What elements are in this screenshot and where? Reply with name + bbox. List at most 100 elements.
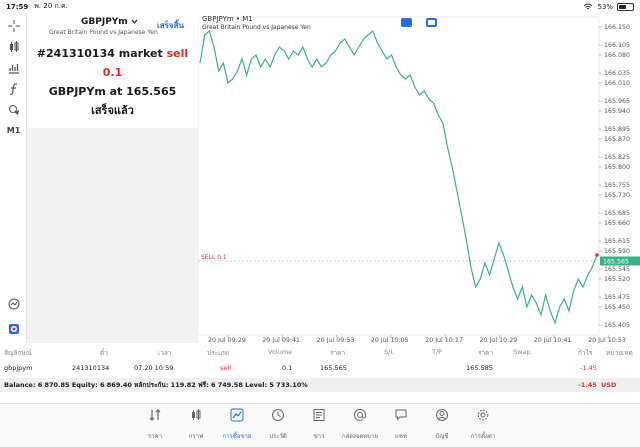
header-ticket: ตั๋ว <box>100 349 108 357</box>
bottom-tab-bar: ราคา กราฟ การซื้อขาย ประวัติ ข่าว กล่องจ… <box>0 403 640 447</box>
row-ticket: 241310134 <box>72 364 110 372</box>
y-tick-label: 165.870 <box>604 136 630 143</box>
plot-frame <box>198 16 600 336</box>
y-tick-label: 165.450 <box>604 304 630 311</box>
status-bar: 17:59 พ. 20 ก.ค. 53% <box>0 0 640 13</box>
wifi-icon <box>584 3 593 9</box>
y-tick-label: 166.080 <box>604 52 630 59</box>
sell-line-label: SELL 0.1 <box>201 254 227 261</box>
price-chart[interactable]: 166.150 166.105 166.080 166.035 166.010 165.9… <box>198 13 640 343</box>
chart-plot: 166.150 166.105 166.080 166.035 166.010 165.9… <box>198 16 640 343</box>
row-symbol: gbpjpym <box>4 364 33 372</box>
balance-summary: Balance: 6 870.85 Equity: 6 869.40 หลักป… <box>4 381 308 389</box>
notice-order: #241310134 market <box>36 47 163 60</box>
left-panel-background <box>27 128 198 343</box>
price-series-line <box>199 29 598 325</box>
status-time: 17:59 <box>6 2 29 11</box>
balance-bar: Balance: 6 870.85 Equity: 6 869.40 หลักป… <box>0 378 640 392</box>
y-tick-label: 165.755 <box>604 182 630 189</box>
header-profit: กำไร <box>578 349 593 357</box>
y-tick-label: 165.405 <box>604 322 630 329</box>
sync-icon[interactable] <box>4 320 23 337</box>
done-button[interactable]: เสร็จสิ้น <box>157 21 184 30</box>
header-swap: Swap <box>513 348 531 356</box>
timeframe-label: M1 <box>6 126 21 135</box>
symbol-name: GBPJPYm <box>81 17 128 27</box>
y-tick-label: 165.475 <box>604 294 630 301</box>
header-symbol: สัญลักษณ์ <box>4 349 32 357</box>
depth-of-market-icon[interactable] <box>426 18 437 27</box>
header-sl: S/L <box>384 348 394 356</box>
tab-account-label: บัญชี <box>435 433 449 440</box>
indicators-icon[interactable] <box>4 59 23 76</box>
chevron-down-icon <box>131 19 138 24</box>
header-current-price: ราคา <box>478 349 494 357</box>
tab-history[interactable]: ประวัติ <box>258 408 298 442</box>
tab-chart-label: กราฟ <box>188 433 204 440</box>
tab-chat[interactable]: แชท <box>381 408 421 442</box>
crosshair-icon[interactable] <box>4 17 23 34</box>
candles-icon[interactable] <box>4 38 23 55</box>
tab-news[interactable]: ข่าว <box>299 408 339 442</box>
table-row[interactable]: gbpjpym 241310134 07.20 10:59 sell 0.1 1… <box>0 361 640 377</box>
timeframe-button[interactable]: M1 <box>4 122 23 139</box>
x-tick-label: 20 Jul 10:05 <box>371 337 409 343</box>
y-tick-label: 165.965 <box>604 98 630 105</box>
header-time: เวลา <box>158 349 172 357</box>
tab-account[interactable]: บัญชี <box>422 408 462 442</box>
tab-chart[interactable]: กราฟ <box>176 408 216 442</box>
y-tick-label: 165.660 <box>604 220 630 227</box>
objects-icon[interactable] <box>4 101 23 118</box>
row-current-price: 165.585 <box>466 364 493 372</box>
symbol-selector[interactable]: GBPJPYm <box>81 17 138 27</box>
table-header: สัญลักษณ์ ตั๋ว เวลา ประเภท Volume ราคา S… <box>0 345 640 361</box>
balance-currency: USD <box>601 381 617 389</box>
search-icon[interactable] <box>4 295 23 312</box>
row-profit: -1.45 <box>580 364 597 372</box>
notice-price: 165.565 <box>126 85 177 98</box>
y-tick-label: 166.105 <box>604 42 630 49</box>
tab-settings[interactable]: การตั้งค่า <box>463 408 503 442</box>
header-tp: T/P <box>432 348 443 356</box>
y-tick-label: 165.825 <box>604 154 630 161</box>
tab-news-label: ข่าว <box>313 433 325 440</box>
header-volume: Volume <box>268 348 293 356</box>
chart-title: GBPJPYm • M1 <box>202 15 253 23</box>
account-icon <box>436 409 448 421</box>
x-tick-label: 20 Jul 09:29 <box>208 337 246 343</box>
y-tick-label: 166.010 <box>604 80 630 87</box>
chart-toolbar: M1 <box>0 13 27 343</box>
one-click-trading-icon[interactable] <box>401 18 412 27</box>
tab-quotes[interactable]: ราคา <box>135 408 175 442</box>
y-tick-label: 165.895 <box>604 126 630 133</box>
current-price-label: 165.565 <box>603 258 629 265</box>
x-tick-label: 20 Jul 10:53 <box>588 337 626 343</box>
function-icon[interactable] <box>4 80 23 97</box>
balance-profit: -1.45 <box>578 381 597 389</box>
notice-side: sell 0.1 <box>102 47 189 79</box>
notice-symbol-at: GBPJPYm at <box>48 85 123 98</box>
trade-icon <box>230 408 244 422</box>
battery-percent: 53% <box>597 2 613 11</box>
x-tick-label: 20 Jul 10:17 <box>425 337 463 343</box>
tab-mailbox[interactable]: กล่องจดหมาย <box>340 408 380 442</box>
tab-settings-label: การตั้งค่า <box>470 433 496 440</box>
y-tick-label: 165.940 <box>604 108 630 115</box>
tab-history-label: ประวัติ <box>269 433 287 440</box>
row-time: 07.20 10:59 <box>134 364 174 372</box>
x-tick-label: 20 Jul 09:53 <box>317 337 355 343</box>
x-tick-label: 20 Jul 09:41 <box>262 337 300 343</box>
tab-chat-label: แชท <box>395 433 407 440</box>
row-type: sell <box>220 364 231 372</box>
header-comment: หมายเหตุ <box>606 349 633 357</box>
status-date: พ. 20 ก.ค. <box>34 2 68 10</box>
battery-icon <box>617 2 634 11</box>
y-tick-label: 165.520 <box>604 276 630 283</box>
tab-trade[interactable]: การซื้อขาย <box>217 408 257 442</box>
notice-price-line: GBPJPYm at 165.565 <box>27 82 198 101</box>
notice-status: เสร็จแล้ว <box>91 104 134 117</box>
settings-icon <box>477 409 489 421</box>
y-tick-label: 165.730 <box>604 192 630 199</box>
tab-mailbox-label: กล่องจดหมาย <box>341 433 379 440</box>
tab-quotes-label: ราคา <box>148 433 162 440</box>
